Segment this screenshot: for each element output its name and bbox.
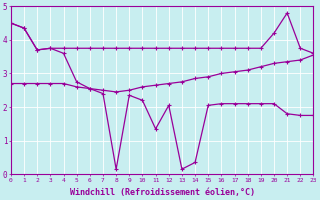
X-axis label: Windchill (Refroidissement éolien,°C): Windchill (Refroidissement éolien,°C) xyxy=(70,188,255,197)
